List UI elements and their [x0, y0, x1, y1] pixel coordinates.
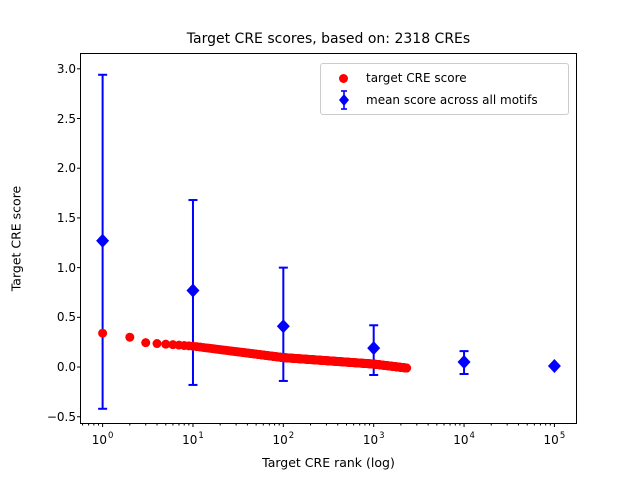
mean-score-point	[186, 199, 200, 386]
blue-diamond-errorbar-marker-icon	[338, 90, 349, 110]
mean-score-point	[457, 350, 471, 375]
red-dot-marker-icon	[339, 73, 348, 83]
y-tick-label: 0.0	[56, 360, 76, 375]
y-tick-label: 3.0	[56, 61, 76, 76]
red-point	[125, 332, 135, 342]
x-tick-label: 104	[453, 430, 475, 447]
legend-label-mean-score: mean score across all motifs	[366, 93, 538, 107]
mean-score-point	[96, 73, 110, 410]
red-point	[152, 339, 162, 349]
x-axis-label: Target CRE rank (log)	[262, 455, 395, 470]
legend-item-mean-score: mean score across all motifs	[321, 89, 568, 111]
y-tick-label: −0.5	[46, 409, 76, 424]
red-point	[161, 339, 171, 349]
legend: target CRE score mean score across all m…	[320, 63, 569, 115]
legend-label-target-cre-score: target CRE score	[366, 71, 467, 85]
y-tick-label: 2.0	[56, 161, 76, 176]
x-tick-label: 105	[543, 430, 566, 447]
tick-marks	[77, 68, 555, 427]
mean-score-point	[547, 359, 561, 374]
red-point	[141, 338, 151, 348]
mean-score-point	[276, 266, 290, 382]
red-point	[402, 363, 412, 373]
x-tick-label: 101	[182, 430, 204, 447]
x-tick-label: 100	[91, 430, 114, 447]
x-tick-label: 102	[272, 430, 295, 447]
y-tick-label: 1.0	[56, 260, 76, 275]
y-tick-label: 1.5	[56, 210, 76, 225]
red-scatter-series	[98, 328, 412, 373]
axes-frame	[80, 53, 577, 424]
x-tick-label: 103	[362, 430, 385, 447]
blue-errorbar-series	[96, 73, 561, 410]
legend-item-target-cre-score: target CRE score	[321, 67, 568, 89]
y-tick-label: 0.5	[56, 310, 76, 325]
chart-title: Target CRE scores, based on: 2318 CREs	[186, 31, 471, 47]
red-point	[98, 328, 108, 338]
y-tick-label: 2.5	[56, 111, 76, 126]
